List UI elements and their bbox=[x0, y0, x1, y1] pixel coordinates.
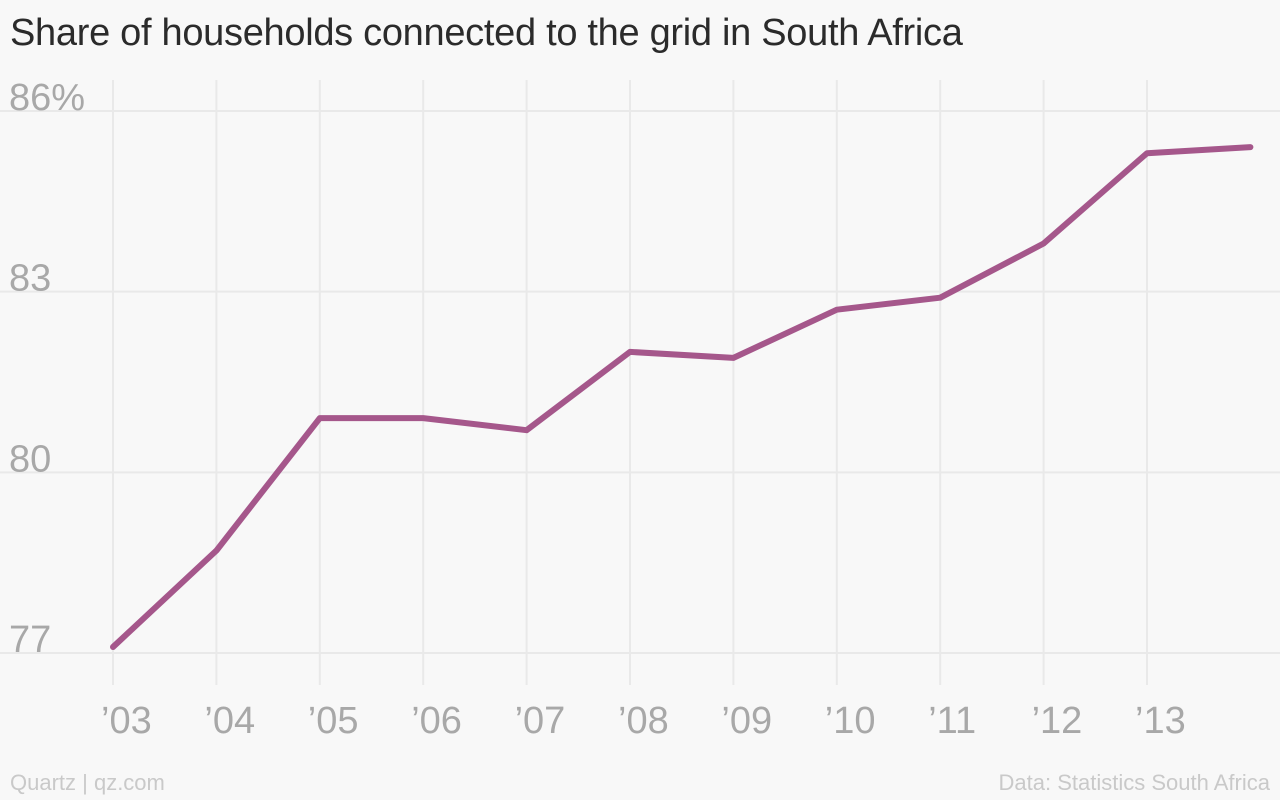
y-tick-label: 80 bbox=[9, 438, 51, 480]
x-tick-label: ’13 bbox=[1135, 700, 1186, 742]
x-axis-ticks: ’03 ’04 ’05 ’06 ’07 ’08 ’09 ’10 ’11 ’12 ’13 bbox=[101, 700, 1186, 742]
x-tick-label: ’03 bbox=[101, 700, 152, 742]
x-tick-label: ’04 bbox=[204, 700, 255, 742]
y-tick-label: 86% bbox=[9, 77, 85, 119]
series-line bbox=[110, 144, 1254, 650]
y-tick-label: 77 bbox=[9, 619, 51, 661]
x-tick-label: ’09 bbox=[721, 700, 772, 742]
gridlines bbox=[0, 80, 1280, 685]
series-layer bbox=[110, 144, 1254, 650]
x-tick-label: ’07 bbox=[515, 700, 566, 742]
data-source: Data: Statistics South Africa bbox=[998, 770, 1270, 795]
x-tick-label: ’06 bbox=[411, 700, 462, 742]
x-tick-label: ’05 bbox=[308, 700, 359, 742]
brand-credit: Quartz | qz.com bbox=[10, 770, 165, 795]
x-tick-label: ’08 bbox=[618, 700, 669, 742]
x-tick-label: ’11 bbox=[928, 700, 976, 742]
x-tick-label: ’12 bbox=[1032, 700, 1083, 742]
x-tick-label: ’10 bbox=[825, 700, 876, 742]
chart-title: Share of households connected to the gri… bbox=[10, 12, 963, 54]
y-axis-ticks: 86% 83 80 77 bbox=[9, 77, 85, 661]
y-tick-label: 83 bbox=[9, 258, 51, 300]
